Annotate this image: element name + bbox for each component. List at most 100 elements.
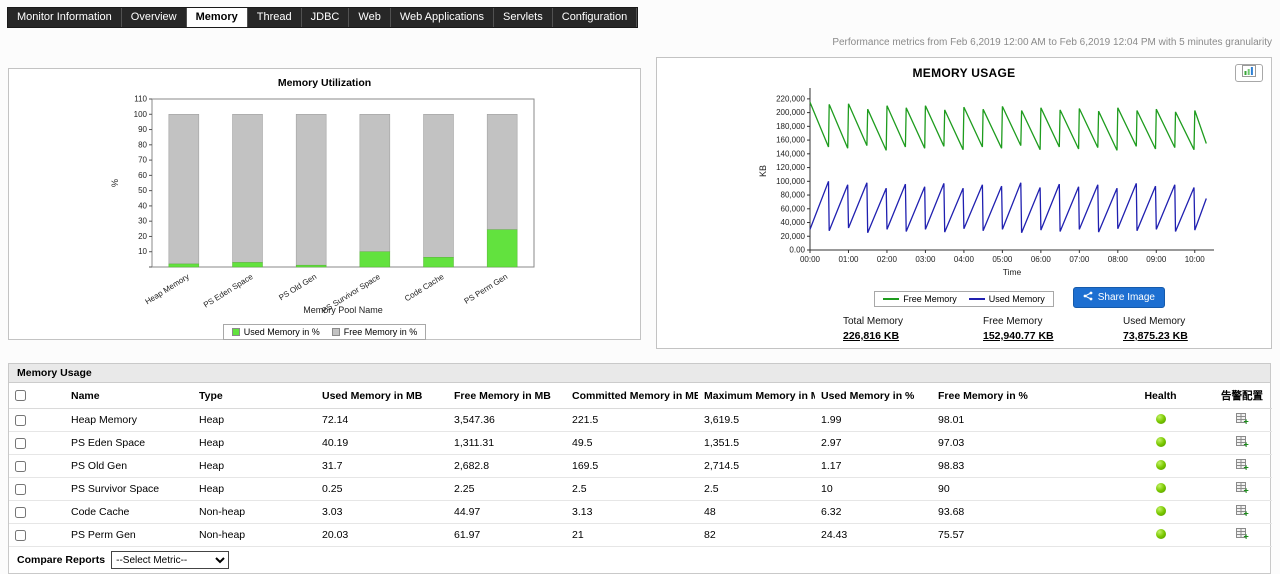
compare-reports-label: Compare Reports bbox=[17, 554, 106, 566]
column-header: Used Memory in MB bbox=[316, 383, 448, 409]
memory-usage-table-section: Memory Usage Name Type Used Memory in MB Fr… bbox=[8, 363, 1272, 574]
column-header: Name bbox=[65, 383, 193, 409]
compare-reports-row: Compare Reports --Select Metric-- bbox=[9, 547, 1270, 573]
health-status-icon bbox=[1155, 413, 1166, 424]
svg-text:30: 30 bbox=[138, 217, 147, 226]
share-image-label: Share Image bbox=[1097, 292, 1155, 303]
used-memory-label: Used Memory bbox=[1123, 316, 1186, 327]
share-icon bbox=[1083, 291, 1093, 304]
column-header: Type bbox=[193, 383, 316, 409]
svg-text:60,000: 60,000 bbox=[781, 204, 806, 213]
used-mb-cell: 72.14 bbox=[316, 408, 448, 432]
svg-text:PS Old Gen: PS Old Gen bbox=[277, 272, 318, 302]
committed-mb-cell: 49.5 bbox=[566, 431, 698, 455]
svg-text:+: + bbox=[1243, 532, 1248, 541]
column-header: Used Memory in % bbox=[815, 383, 932, 409]
table-row: PS Old Gen Heap 31.7 2,682.8 169.5 2,714.5 1.1… bbox=[9, 454, 1272, 478]
free-mb-cell: 1,311.31 bbox=[448, 431, 566, 455]
svg-text:60: 60 bbox=[138, 171, 147, 180]
row-checkbox[interactable] bbox=[15, 529, 26, 541]
memory-usage-table: Name Type Used Memory in MB Free Memory in … bbox=[9, 383, 1272, 547]
svg-text:100: 100 bbox=[134, 110, 148, 119]
tab-memory[interactable]: Memory bbox=[186, 8, 248, 27]
used-mb-cell: 40.19 bbox=[316, 431, 448, 455]
alarm-config-icon[interactable]: + bbox=[1235, 413, 1249, 428]
tab-web-applications[interactable]: Web Applications bbox=[391, 8, 494, 27]
svg-text:09:00: 09:00 bbox=[1146, 255, 1167, 264]
name-cell: Heap Memory bbox=[65, 408, 193, 432]
svg-text:120,000: 120,000 bbox=[776, 163, 805, 172]
row-checkbox[interactable] bbox=[15, 460, 26, 472]
svg-text:200,000: 200,000 bbox=[776, 108, 805, 117]
free-pct-cell: 93.68 bbox=[932, 500, 1109, 524]
checkbox-cell bbox=[9, 500, 65, 524]
tab-jdbc[interactable]: JDBC bbox=[302, 8, 350, 27]
memory-utilization-chart: 10 20 30 40 50 60 70 80 90 100 110% Heap Memory PS E… bbox=[104, 91, 640, 322]
free-memory-label: Free Memory bbox=[983, 316, 1043, 327]
tab-bar: Monitor Information Overview Memory Thread J… bbox=[7, 7, 639, 28]
svg-text:220,000: 220,000 bbox=[776, 94, 805, 103]
used-memory-value: 73,875.23 KB bbox=[1123, 330, 1188, 342]
free-mb-cell: 3,547.36 bbox=[448, 408, 566, 432]
svg-text:70: 70 bbox=[138, 156, 147, 165]
alarm-cell: + bbox=[1212, 408, 1272, 432]
svg-text:0.00: 0.00 bbox=[789, 246, 805, 255]
svg-text:80: 80 bbox=[138, 140, 147, 149]
table-row: PS Survivor Space Heap 0.25 2.25 2.5 2.5 10 90 + bbox=[9, 477, 1272, 501]
svg-text:07:00: 07:00 bbox=[1069, 255, 1090, 264]
type-cell: Non-heap bbox=[193, 523, 316, 547]
name-cell: PS Perm Gen bbox=[65, 523, 193, 547]
tab-web[interactable]: Web bbox=[349, 8, 391, 27]
free-pct-cell: 98.01 bbox=[932, 408, 1109, 432]
svg-text:Memory Pool Name: Memory Pool Name bbox=[303, 305, 383, 315]
select-all-checkbox[interactable] bbox=[15, 390, 26, 402]
chart-export-button[interactable] bbox=[1235, 64, 1263, 82]
alarm-config-icon[interactable]: + bbox=[1235, 436, 1249, 451]
tab-thread[interactable]: Thread bbox=[248, 8, 302, 27]
svg-text:08:00: 08:00 bbox=[1108, 255, 1129, 264]
name-cell: Code Cache bbox=[65, 500, 193, 524]
used-mb-cell: 31.7 bbox=[316, 454, 448, 478]
total-memory-label: Total Memory bbox=[843, 316, 904, 327]
alarm-cell: + bbox=[1212, 454, 1272, 478]
max-mb-cell: 3,619.5 bbox=[698, 408, 815, 432]
svg-text:Code Cache: Code Cache bbox=[403, 272, 446, 303]
tab-servlets[interactable]: Servlets bbox=[494, 8, 553, 27]
line-chart-svg: 0.00 20,000 40,000 60,000 80,000 100,000 120,0… bbox=[758, 88, 1214, 277]
row-checkbox[interactable] bbox=[15, 483, 26, 495]
bar-chart-legend: Used Memory in % Free Memory in % bbox=[222, 324, 427, 340]
tab-overview[interactable]: Overview bbox=[122, 8, 187, 27]
committed-mb-cell: 2.5 bbox=[566, 477, 698, 501]
tab-configuration[interactable]: Configuration bbox=[553, 8, 638, 27]
type-cell: Heap bbox=[193, 454, 316, 478]
svg-text:06:00: 06:00 bbox=[1031, 255, 1052, 264]
alarm-cell: + bbox=[1212, 431, 1272, 455]
used-mb-cell: 20.03 bbox=[316, 523, 448, 547]
memory-utilization-panel: Memory Utilization 10 20 30 40 50 60 70 80 90 100… bbox=[8, 68, 641, 340]
free-memory-value: 152,940.77 KB bbox=[983, 330, 1054, 342]
used-pct-cell: 1.99 bbox=[815, 408, 932, 432]
alarm-config-icon[interactable]: + bbox=[1235, 459, 1249, 474]
health-cell bbox=[1109, 454, 1212, 478]
row-checkbox[interactable] bbox=[15, 414, 26, 426]
svg-text:02:00: 02:00 bbox=[877, 255, 898, 264]
alarm-config-icon[interactable]: + bbox=[1235, 505, 1249, 520]
svg-text:160,000: 160,000 bbox=[776, 136, 805, 145]
free-pct-cell: 97.03 bbox=[932, 431, 1109, 455]
used-memory-stat: Used Memory 73,875.23 KB bbox=[1123, 316, 1263, 342]
column-header: Committed Memory in MB bbox=[566, 383, 698, 409]
svg-text:80,000: 80,000 bbox=[781, 191, 806, 200]
max-mb-cell: 82 bbox=[698, 523, 815, 547]
row-checkbox[interactable] bbox=[15, 437, 26, 449]
tab-monitor-information[interactable]: Monitor Information bbox=[8, 8, 122, 27]
alarm-config-icon[interactable]: + bbox=[1235, 528, 1249, 543]
share-image-button[interactable]: Share Image bbox=[1072, 287, 1165, 308]
health-status-icon bbox=[1155, 482, 1166, 493]
table-row: PS Eden Space Heap 40.19 1,311.31 49.5 1,351.… bbox=[9, 431, 1272, 455]
metric-select[interactable]: --Select Metric-- bbox=[111, 551, 230, 569]
svg-text:140,000: 140,000 bbox=[776, 149, 805, 158]
svg-text:PS Perm Gen: PS Perm Gen bbox=[463, 272, 510, 306]
row-checkbox[interactable] bbox=[15, 506, 26, 518]
committed-mb-cell: 3.13 bbox=[566, 500, 698, 524]
alarm-config-icon[interactable]: + bbox=[1235, 482, 1249, 497]
